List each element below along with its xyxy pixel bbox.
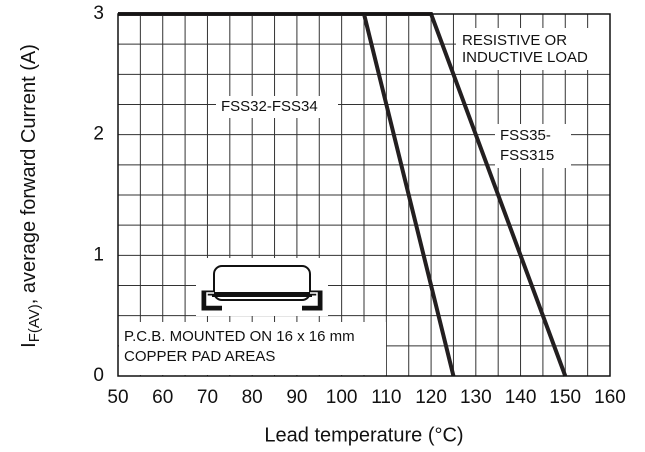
x-tick-label: 50 (107, 387, 128, 408)
x-tick-label: 160 (594, 387, 626, 408)
y-title-sub: F(AV) (26, 304, 43, 342)
annotation: FSS35- (500, 127, 551, 144)
annotation-box (119, 322, 386, 375)
x-tick-label: 80 (242, 387, 263, 408)
x-tick-label: 150 (549, 387, 581, 408)
y-tick-label: 0 (93, 365, 104, 386)
x-tick-label: 120 (415, 387, 447, 408)
y-title-rest: , average forward Current (A) (18, 44, 40, 304)
x-tick-label: 110 (371, 387, 401, 408)
annotation-box (456, 28, 612, 70)
annotation: RESISTIVE OR (462, 32, 567, 49)
x-tick-label: 90 (286, 387, 307, 408)
x-tick-label: 60 (152, 387, 173, 408)
annotation: P.C.B. MOUNTED ON 16 x 16 mm (124, 328, 355, 345)
annotation: FSS32-FSS34 (221, 98, 318, 115)
x-tick-label: 100 (326, 387, 358, 408)
x-axis-title: Lead temperature (°C) (264, 424, 463, 446)
annotation-box (495, 124, 571, 168)
y-tick-label: 1 (93, 244, 104, 265)
y-tick-label: 2 (93, 124, 104, 145)
annotation: COPPER PAD AREAS (124, 348, 275, 365)
plot-frame (117, 13, 611, 377)
annotations: RESISTIVE OR INDUCTIVE LOAD FSS32-FSS34 … (119, 28, 612, 375)
annotation-box (216, 96, 338, 118)
annotation: FSS315 (500, 147, 554, 164)
y-title-main: I (18, 342, 40, 348)
y-axis-title: IF(AV), average forward Current (A) (18, 44, 43, 348)
x-tick-label: 130 (460, 387, 492, 408)
x-tick-label: 70 (197, 387, 218, 408)
y-tick-label: 3 (93, 3, 104, 24)
package-icon (196, 258, 328, 316)
x-tick-label: 140 (505, 387, 537, 408)
annotation: INDUCTIVE LOAD (462, 49, 588, 66)
